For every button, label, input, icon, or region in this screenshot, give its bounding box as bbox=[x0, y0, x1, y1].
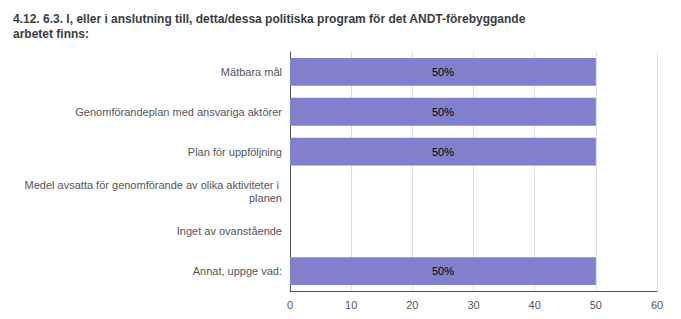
svg-text:50%: 50% bbox=[432, 106, 454, 118]
svg-text:Inget av ovanstående: Inget av ovanstående bbox=[177, 225, 282, 237]
svg-text:60: 60 bbox=[651, 299, 663, 311]
svg-text:50%: 50% bbox=[432, 265, 454, 277]
svg-text:50%: 50% bbox=[432, 146, 454, 158]
svg-text:Plan för uppföljning: Plan för uppföljning bbox=[188, 146, 282, 158]
svg-text:Medel avsatta för genomförande: Medel avsatta för genomförande av olika … bbox=[25, 179, 282, 191]
svg-text:4.12. 6.3. I, eller i anslutni: 4.12. 6.3. I, eller i anslutning till, d… bbox=[13, 12, 529, 26]
svg-text:50%: 50% bbox=[432, 66, 454, 78]
svg-text:40: 40 bbox=[529, 299, 541, 311]
svg-text:0: 0 bbox=[287, 299, 293, 311]
svg-text:Annat, uppge vad:: Annat, uppge vad: bbox=[193, 265, 282, 277]
svg-text:Genomförandeplan med ansvariga: Genomförandeplan med ansvariga aktörer bbox=[75, 106, 282, 118]
svg-text:30: 30 bbox=[467, 299, 479, 311]
svg-text:Mätbara mål: Mätbara mål bbox=[221, 66, 282, 78]
svg-text:arbetet finns:: arbetet finns: bbox=[13, 27, 89, 41]
svg-text:10: 10 bbox=[345, 299, 357, 311]
svg-text:50: 50 bbox=[590, 299, 602, 311]
svg-text:20: 20 bbox=[406, 299, 418, 311]
svg-text:planen: planen bbox=[249, 192, 282, 204]
